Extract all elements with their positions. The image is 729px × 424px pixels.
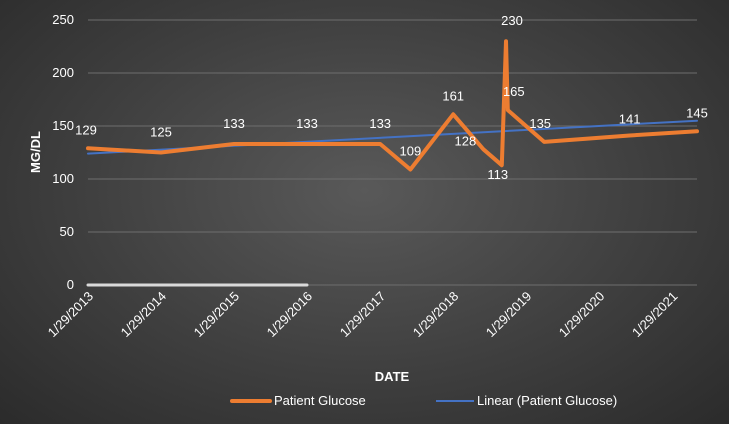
x-axis-title: DATE: [375, 369, 410, 384]
data-label: 165: [503, 84, 525, 99]
legend: Patient Glucose Linear (Patient Glucose): [230, 393, 617, 408]
y-tick-label: 50: [60, 224, 74, 239]
data-label: 113: [487, 167, 508, 182]
data-label: 125: [150, 125, 172, 140]
y-tick-label: 250: [52, 12, 74, 27]
data-label: 109: [400, 143, 422, 158]
y-tick-label: 0: [67, 277, 74, 292]
x-tick-label: 1/29/2016: [264, 289, 316, 341]
x-tick-label: 1/29/2019: [483, 289, 535, 341]
legend-label-linear-trend: Linear (Patient Glucose): [477, 393, 617, 408]
x-tick-label: 1/29/2020: [556, 289, 608, 341]
data-label: 135: [529, 116, 551, 131]
data-label: 128: [455, 133, 477, 148]
y-axis-title: MG/DL: [28, 131, 43, 173]
grid-lines: [88, 19, 697, 286]
x-tick-label: 1/29/2014: [118, 289, 170, 341]
y-tick-label: 150: [52, 118, 74, 133]
data-label: 230: [501, 13, 523, 28]
series-line-patient-glucose: [86, 39, 699, 172]
data-label: 133: [369, 116, 391, 131]
x-tick-label: 1/29/2013: [45, 289, 97, 341]
x-tick-label: 1/29/2021: [629, 289, 681, 341]
x-tick-label: 1/29/2018: [410, 289, 462, 341]
data-label: 133: [223, 116, 245, 131]
data-label: 161: [442, 88, 464, 103]
x-tick-label: 1/29/2015: [191, 289, 243, 341]
x-tick-label: 1/29/2017: [337, 289, 389, 341]
y-tick-labels: 0 50 100 150 200 250: [52, 12, 74, 292]
series-lines: [86, 39, 699, 172]
data-label: 129: [75, 122, 97, 137]
data-label: 141: [619, 112, 641, 127]
x-tick-labels: 1/29/2013 1/29/2014 1/29/2015 1/29/2016 1/29…: [45, 289, 681, 341]
legend-label-patient-glucose: Patient Glucose: [274, 393, 366, 408]
y-tick-label: 200: [52, 65, 74, 80]
data-labels: 129 125 133 133 133 109 161 128 113 230 165 135 141 1…: [75, 13, 708, 182]
y-tick-label: 100: [52, 171, 74, 186]
data-label: 145: [686, 105, 708, 120]
data-label: 133: [296, 116, 318, 131]
